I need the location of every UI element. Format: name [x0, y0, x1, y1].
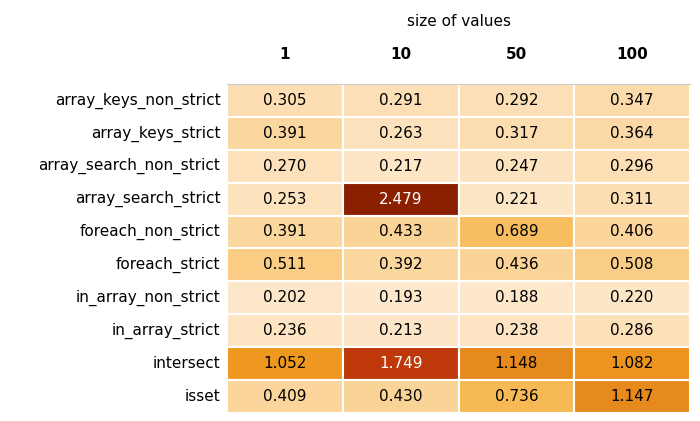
Bar: [458, 117, 574, 150]
Text: 0.311: 0.311: [610, 192, 654, 207]
Text: 0.406: 0.406: [610, 224, 654, 240]
Text: 0.508: 0.508: [610, 257, 654, 272]
Text: foreach_non_strict: foreach_non_strict: [80, 224, 220, 240]
Bar: [574, 380, 690, 413]
Text: 0.296: 0.296: [610, 159, 654, 174]
Text: 0.238: 0.238: [495, 323, 538, 338]
Text: 0.221: 0.221: [495, 192, 538, 207]
Text: array_search_non_strict: array_search_non_strict: [38, 158, 220, 174]
Bar: [228, 150, 343, 183]
Text: 0.263: 0.263: [379, 126, 423, 141]
Bar: [458, 248, 574, 281]
Bar: [343, 117, 458, 150]
Bar: [458, 150, 574, 183]
Bar: [343, 216, 458, 248]
Text: array_search_strict: array_search_strict: [75, 191, 220, 207]
Point: [223, 82, 232, 87]
Text: 0.270: 0.270: [263, 159, 307, 174]
Bar: [343, 380, 458, 413]
Text: 1.082: 1.082: [610, 356, 654, 371]
Bar: [458, 281, 574, 314]
Text: size of values: size of values: [407, 13, 510, 29]
Text: 0.292: 0.292: [495, 93, 538, 108]
Text: in_array_non_strict: in_array_non_strict: [76, 290, 220, 306]
Text: 100: 100: [616, 47, 648, 62]
Text: 0.213: 0.213: [379, 323, 422, 338]
Bar: [228, 84, 343, 117]
Bar: [343, 84, 458, 117]
Bar: [458, 84, 574, 117]
Text: 0.409: 0.409: [263, 389, 307, 404]
Bar: [343, 281, 458, 314]
Bar: [574, 314, 690, 347]
Bar: [574, 216, 690, 248]
Text: in_array_strict: in_array_strict: [112, 322, 220, 338]
Text: 1.148: 1.148: [495, 356, 538, 371]
Text: 0.347: 0.347: [610, 93, 654, 108]
Bar: [228, 380, 343, 413]
Text: 2.479: 2.479: [379, 192, 422, 207]
Bar: [574, 183, 690, 216]
Bar: [343, 347, 458, 380]
Bar: [574, 248, 690, 281]
Text: 0.689: 0.689: [494, 224, 538, 240]
Text: 0.317: 0.317: [495, 126, 538, 141]
Text: 0.436: 0.436: [494, 257, 538, 272]
Bar: [228, 281, 343, 314]
Bar: [458, 183, 574, 216]
Text: 0.193: 0.193: [379, 290, 423, 305]
Text: 1.052: 1.052: [263, 356, 307, 371]
Text: 50: 50: [505, 47, 527, 62]
Text: 0.430: 0.430: [379, 389, 422, 404]
Text: 0.217: 0.217: [379, 159, 422, 174]
Bar: [343, 150, 458, 183]
Text: 0.364: 0.364: [610, 126, 654, 141]
Bar: [574, 347, 690, 380]
Bar: [574, 150, 690, 183]
Bar: [228, 117, 343, 150]
Text: foreach_strict: foreach_strict: [116, 257, 220, 273]
Text: 0.391: 0.391: [263, 224, 307, 240]
Text: 1.147: 1.147: [610, 389, 654, 404]
Text: 0.253: 0.253: [263, 192, 307, 207]
Bar: [458, 380, 574, 413]
Bar: [343, 314, 458, 347]
Text: 0.433: 0.433: [379, 224, 423, 240]
Text: array_keys_strict: array_keys_strict: [91, 125, 220, 141]
Bar: [228, 216, 343, 248]
Text: 0.511: 0.511: [263, 257, 307, 272]
Text: 1: 1: [280, 47, 290, 62]
Text: array_keys_non_strict: array_keys_non_strict: [55, 93, 220, 109]
Text: 0.202: 0.202: [263, 290, 307, 305]
Text: 0.391: 0.391: [263, 126, 307, 141]
Text: 0.305: 0.305: [263, 93, 307, 108]
Bar: [343, 248, 458, 281]
Bar: [228, 347, 343, 380]
Text: 0.736: 0.736: [494, 389, 538, 404]
Text: 0.247: 0.247: [495, 159, 538, 174]
Text: 10: 10: [390, 47, 412, 62]
Point: [686, 82, 694, 87]
Bar: [228, 183, 343, 216]
Text: 0.286: 0.286: [610, 323, 654, 338]
Bar: [228, 314, 343, 347]
Text: 1.749: 1.749: [379, 356, 422, 371]
Text: intersect: intersect: [153, 356, 220, 371]
Text: 0.220: 0.220: [610, 290, 654, 305]
Bar: [228, 248, 343, 281]
Bar: [574, 281, 690, 314]
Bar: [343, 183, 458, 216]
Text: 0.188: 0.188: [495, 290, 538, 305]
Text: 0.236: 0.236: [263, 323, 307, 338]
Bar: [574, 84, 690, 117]
Text: 0.392: 0.392: [379, 257, 423, 272]
Bar: [574, 117, 690, 150]
Bar: [458, 347, 574, 380]
Text: 0.291: 0.291: [379, 93, 422, 108]
Bar: [458, 314, 574, 347]
Bar: [458, 216, 574, 248]
Text: isset: isset: [185, 389, 220, 404]
